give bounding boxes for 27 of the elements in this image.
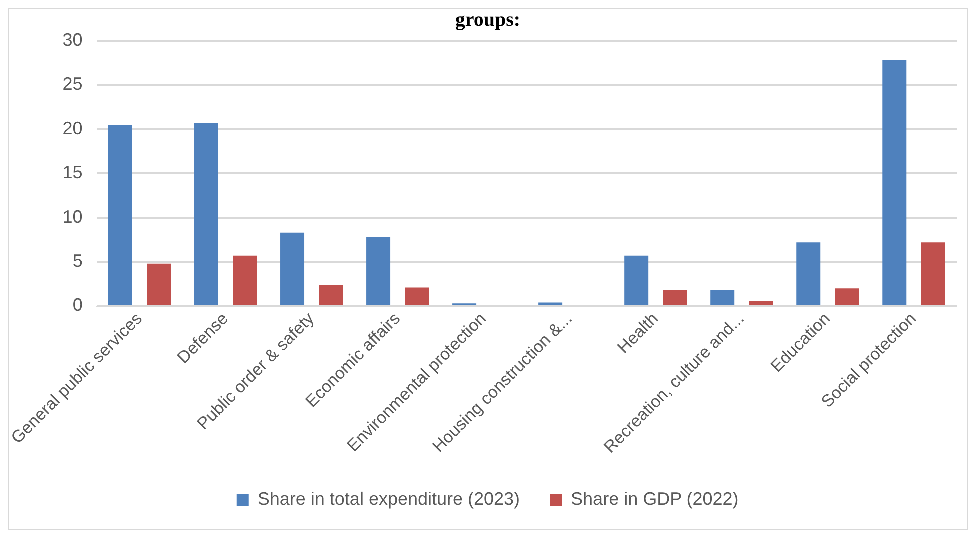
legend-label: Share in GDP (2022): [571, 488, 739, 509]
bar: [624, 256, 649, 306]
bar: [194, 123, 219, 306]
bar: [749, 301, 774, 306]
bar: [108, 125, 132, 306]
y-tick-label: 30: [62, 30, 83, 50]
y-tick-label: 15: [62, 162, 83, 183]
bar: [663, 290, 688, 306]
bar: [710, 290, 735, 306]
bar: [835, 288, 860, 306]
y-tick-label: 0: [72, 295, 83, 316]
bar: [538, 302, 563, 306]
legend-label: Share in total expenditure (2023): [258, 488, 520, 509]
bar: [882, 60, 907, 306]
bar: [366, 237, 391, 306]
y-tick-label: 25: [62, 74, 83, 94]
y-tick-label: 20: [62, 118, 83, 138]
bar: [921, 242, 946, 306]
chart-title: groups:: [455, 9, 521, 32]
y-tick-label: 10: [62, 206, 83, 227]
y-tick-label: 5: [72, 251, 83, 272]
bar: [319, 285, 344, 306]
bar: [280, 232, 305, 306]
bar: [796, 242, 821, 306]
bar: [405, 288, 430, 306]
bar: [147, 264, 172, 306]
bar: [233, 256, 258, 306]
